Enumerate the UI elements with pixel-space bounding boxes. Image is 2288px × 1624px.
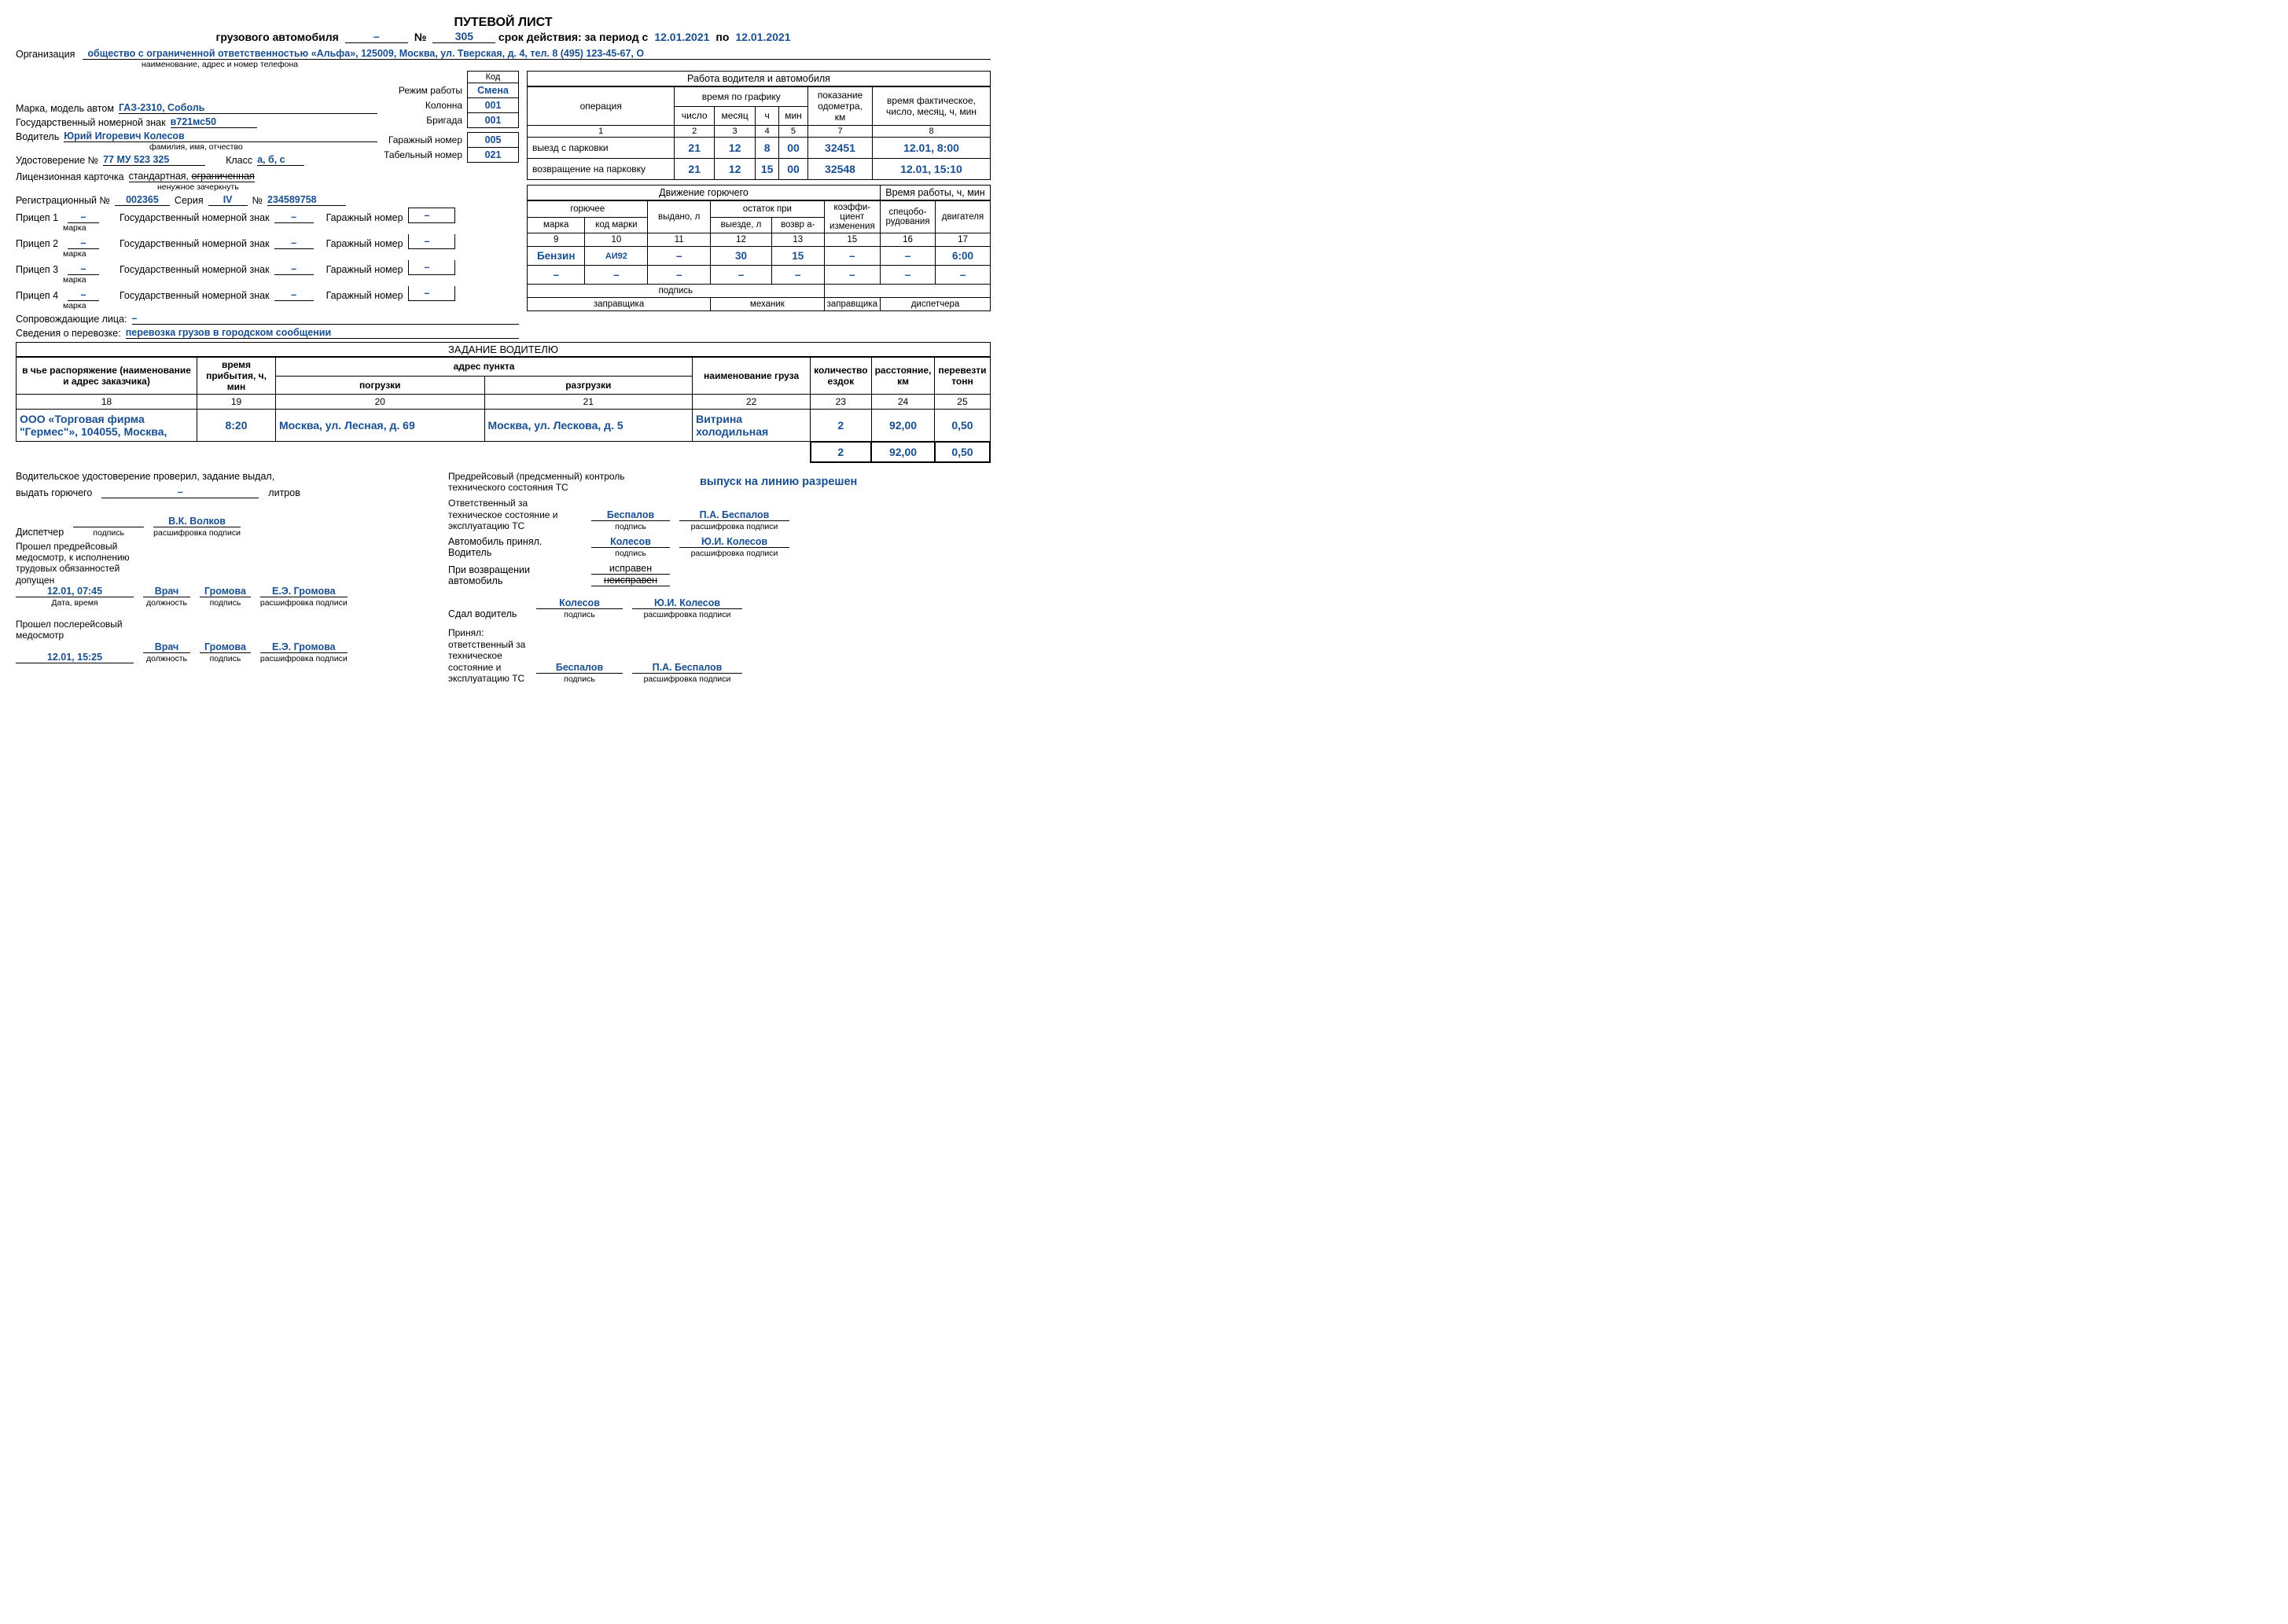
- trailer-row: Прицеп 4– Государственный номерной знак–…: [16, 286, 519, 301]
- info-lbl: Сведения о перевозке:: [16, 328, 121, 339]
- subtitle: грузового автомобиля: [216, 31, 339, 43]
- org-lbl: Организация: [16, 49, 75, 60]
- lic: 77 МУ 523 325: [103, 154, 205, 166]
- escort: –: [132, 313, 520, 325]
- period-prefix: срок действия: за период с: [498, 31, 648, 43]
- period-mid: по: [715, 31, 729, 43]
- tab-lbl: Табельный номер: [377, 148, 467, 163]
- number: 305: [432, 30, 495, 43]
- plate-lbl: Государственный номерной знак: [16, 117, 166, 128]
- bottom-section: Водительское удостоверение проверил, зад…: [16, 471, 991, 685]
- num-lbl: №: [252, 195, 263, 206]
- info: перевозка грузов в городском сообщении: [126, 327, 519, 339]
- card-sub: ненужное зачеркнуть: [16, 182, 519, 192]
- col-lbl: Колонна: [377, 98, 467, 113]
- reg-lbl: Регистрационный №: [16, 195, 110, 206]
- ser: IV: [208, 194, 248, 206]
- code-hd: Код: [468, 72, 519, 83]
- code-box: Код Режим работыСмена Колонна001 Бригада…: [377, 71, 519, 166]
- allow: выпуск на линию разрешен: [700, 476, 857, 489]
- med1-dt: 12.01, 07:45: [16, 586, 134, 597]
- ser-lbl: Серия: [175, 195, 204, 206]
- work-table: операция время по графику показание одом…: [527, 86, 991, 180]
- gar-lbl: Гаражный номер: [377, 133, 467, 148]
- check-text: Водительское удостоверение проверил, зад…: [16, 471, 425, 482]
- fuel-table: горючее выдано, л остаток при коэффи-цие…: [527, 200, 991, 311]
- org-row: Организация общество с ограниченной отве…: [16, 48, 991, 60]
- brig-lbl: Бригада: [377, 113, 467, 128]
- driver-lbl: Водитель: [16, 131, 59, 142]
- title: ПУТЕВОЙ ЛИСТ: [16, 16, 991, 30]
- org-sub: наименование, адрес и номер телефона: [142, 60, 991, 69]
- reg: 002365: [115, 194, 170, 206]
- precheck: Предрейсовый (предсменный) контроль техн…: [448, 471, 668, 494]
- fuel-title: Движение горючего: [527, 185, 881, 200]
- task-table: в чье распоряжение (наименование и адрес…: [16, 357, 991, 463]
- series: –: [345, 30, 408, 43]
- org-value: общество с ограниченной ответственностью…: [83, 48, 991, 60]
- lic-lbl: Удостоверение №: [16, 155, 98, 166]
- col: 001: [468, 98, 519, 113]
- med2-dt: 12.01, 15:25: [16, 652, 134, 663]
- disp-lbl: Диспетчер: [16, 527, 64, 538]
- tab: 021: [468, 148, 519, 163]
- task-section: ЗАДАНИЕ ВОДИТЕЛЮ в чье распоряжение (наи…: [16, 342, 991, 463]
- driver-name: Юрий Игоревич Колесов: [64, 130, 377, 142]
- num-lbl: №: [414, 31, 427, 43]
- mode: Смена: [468, 83, 519, 98]
- trailer-row: Прицеп 3– Государственный номерной знак–…: [16, 260, 519, 275]
- trailer-row: Прицеп 2– Государственный номерной знак–…: [16, 234, 519, 249]
- regnum: 234589758: [267, 194, 346, 206]
- date-to: 12.01.2021: [735, 31, 790, 43]
- work-title: Работа водителя и автомобиля: [527, 71, 991, 86]
- make: ГАЗ-2310, Соболь: [119, 102, 377, 114]
- time-title: Время работы, ч, мин: [881, 185, 991, 200]
- gar: 005: [468, 133, 519, 148]
- make-lbl: Марка, модель автом: [16, 103, 114, 114]
- fuel-amount: –: [101, 487, 259, 498]
- task-title: ЗАДАНИЕ ВОДИТЕЛЮ: [16, 342, 991, 357]
- plate: в721мс50: [171, 116, 257, 128]
- date-from: 12.01.2021: [654, 31, 709, 43]
- mode-lbl: Режим работы: [377, 83, 467, 98]
- brig: 001: [468, 113, 519, 128]
- escort-lbl: Сопровождающие лица:: [16, 314, 127, 325]
- trailer-row: Прицеп 1– Государственный номерной знак–…: [16, 208, 519, 223]
- class: а, б, с: [257, 154, 304, 166]
- disp-name: В.К. Волков: [153, 516, 241, 527]
- driver-sub: фамилия, имя, отчество: [16, 142, 377, 152]
- header: ПУТЕВОЙ ЛИСТ грузового автомобиля – № 30…: [16, 16, 991, 43]
- card-val: стандартная, ограниченная: [129, 171, 255, 182]
- class-lbl: Класс: [226, 155, 252, 166]
- card-lbl: Лицензионная карточка: [16, 171, 124, 182]
